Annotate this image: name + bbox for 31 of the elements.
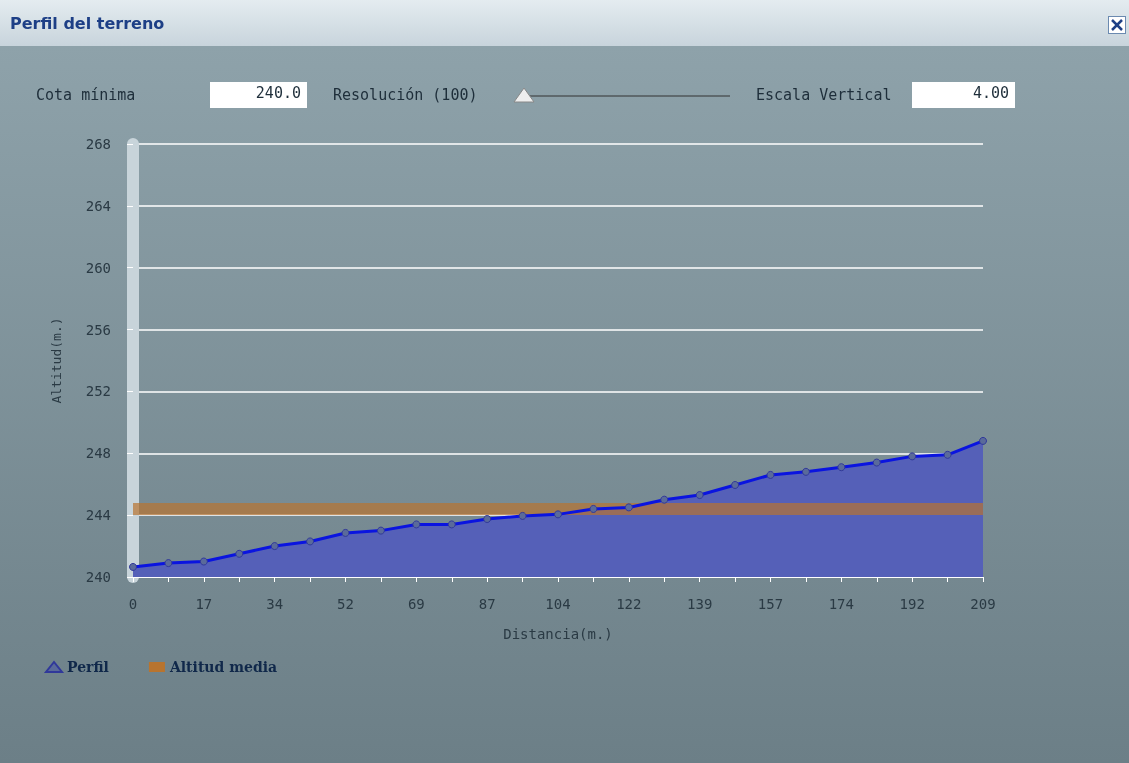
text: 240.0 bbox=[210, 82, 307, 108]
x-tick-label: 87 bbox=[478, 596, 496, 612]
x-tick-label: 174 bbox=[828, 596, 854, 612]
text: 4.00 bbox=[912, 82, 1015, 108]
y-tick-label: 244 bbox=[85, 507, 111, 524]
x-tick-label: 139 bbox=[687, 596, 713, 612]
y-tick-label: 252 bbox=[85, 383, 111, 400]
x-tick-label: 104 bbox=[545, 596, 571, 612]
x-tick-label: 192 bbox=[899, 596, 925, 612]
y-tick-label: 240 bbox=[85, 569, 111, 585]
x-tick-label: 69 bbox=[407, 596, 425, 612]
x-tick-label: 17 bbox=[195, 596, 213, 612]
y-axis-title: Altitud(m.) bbox=[49, 317, 64, 404]
x-tick-label: 52 bbox=[337, 596, 354, 612]
y-tick-label: 264 bbox=[85, 197, 111, 214]
legend-label: Perfil bbox=[67, 659, 109, 675]
text: Escala Vertical bbox=[756, 86, 892, 104]
y-tick-label: 256 bbox=[85, 321, 111, 338]
y-tick-label: 268 bbox=[85, 136, 111, 152]
y-tick-label: 248 bbox=[85, 445, 111, 462]
x-tick-label: 34 bbox=[266, 596, 284, 612]
x-tick-label: 209 bbox=[970, 596, 996, 612]
x-tick-label: 157 bbox=[757, 596, 784, 612]
y-tick-label: 260 bbox=[85, 259, 111, 276]
chart-title: Perfil del terreno bbox=[10, 14, 165, 33]
x-tick-label: 122 bbox=[616, 596, 642, 612]
x-tick-label: 0 bbox=[128, 596, 138, 612]
text: Cota mínima bbox=[36, 86, 136, 104]
legend-label: Altitud media bbox=[168, 659, 278, 675]
x-axis-title: Distancia(m.) bbox=[503, 626, 613, 642]
text: Resolución (100) bbox=[333, 86, 478, 104]
